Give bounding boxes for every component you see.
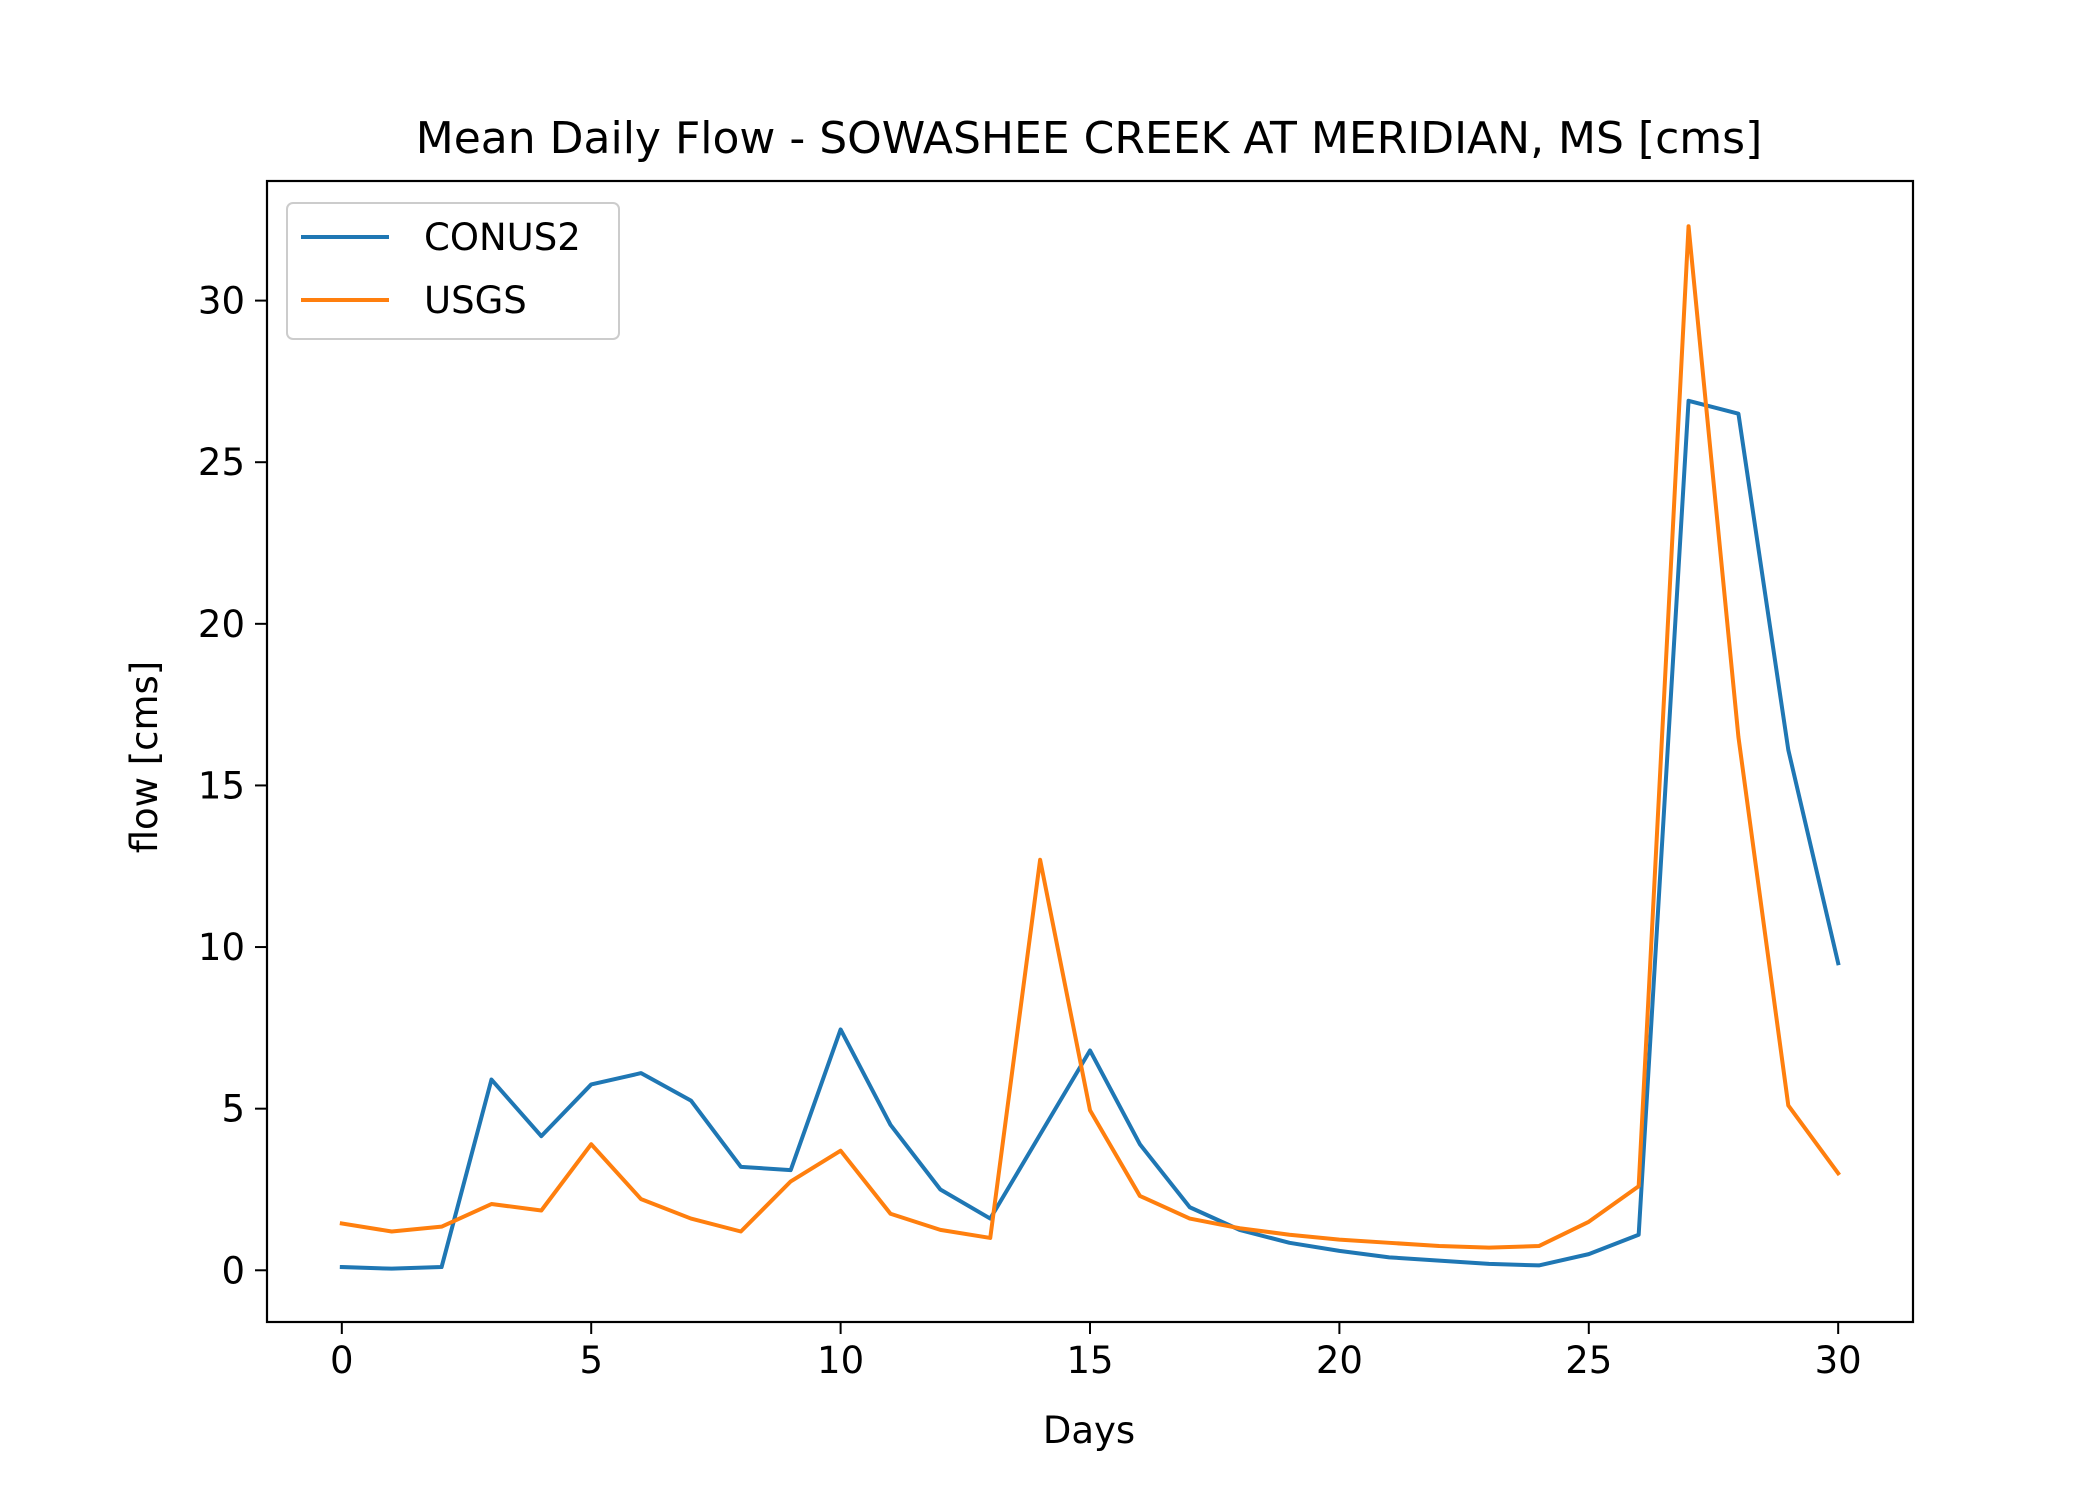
legend: CONUS2 USGS	[286, 202, 620, 340]
y-axis-label: flow [cms]	[123, 661, 166, 854]
series-group	[339, 224, 1841, 1271]
y-tick-label: 25	[198, 441, 245, 484]
y-tick-label: 20	[198, 603, 245, 646]
y-tick-label: 5	[221, 1088, 245, 1131]
y-tick-label: 30	[198, 280, 245, 323]
series-line-conus2	[339, 398, 1841, 1271]
x-tick-label: 5	[579, 1339, 603, 1382]
x-tick-label: 10	[817, 1339, 864, 1382]
x-axis-label: Days	[1043, 1409, 1135, 1452]
x-tick-label: 30	[1815, 1339, 1862, 1382]
series-line-usgs	[339, 224, 1841, 1250]
legend-label-usgs: USGS	[424, 279, 527, 322]
x-tick-label: 25	[1565, 1339, 1612, 1382]
y-tick-label: 15	[198, 764, 245, 807]
x-tick-label: 15	[1066, 1339, 1113, 1382]
y-tick-label: 0	[221, 1249, 245, 1292]
x-axis-ticks: 0 5 10 15 20 25 30	[330, 1322, 1862, 1382]
y-axis-ticks: 0 5 10 15 20 25 30	[198, 280, 267, 1292]
y-tick-label: 10	[198, 926, 245, 969]
legend-label-conus2: CONUS2	[424, 216, 581, 259]
chart-title: Mean Daily Flow - SOWASHEE CREEK AT MERI…	[416, 113, 1762, 164]
x-tick-label: 20	[1316, 1339, 1363, 1382]
plot-area: 0 5 10 15 20 25 30 0 5 10 15 20 25 30 CONUS2 USGS	[198, 179, 1915, 1382]
x-tick-label: 0	[330, 1339, 354, 1382]
